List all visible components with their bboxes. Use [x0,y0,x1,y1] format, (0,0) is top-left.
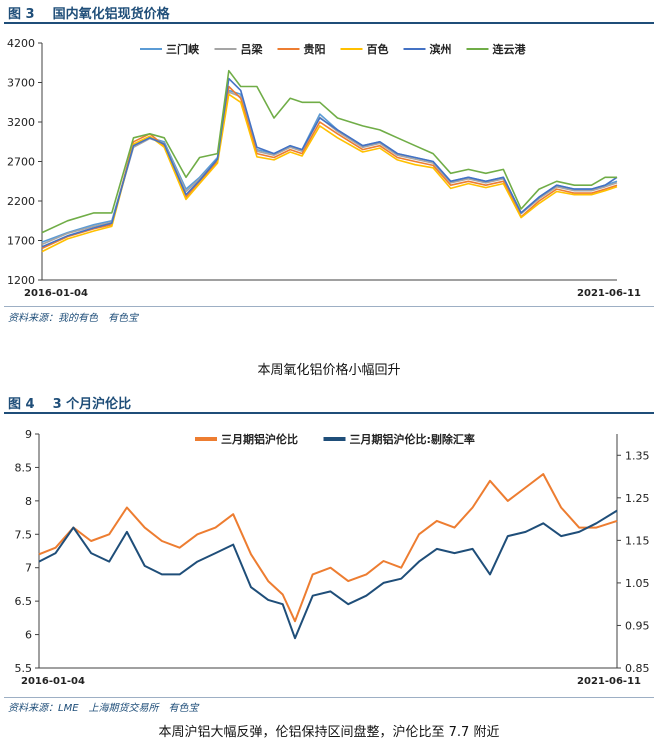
y-tick-label: 5.5 [15,662,33,675]
figure-4-caption: 本周沪铝大幅反弹，伦铝保持区间盘整，沪伦比至 7.7 附近 [158,725,500,740]
figure-4-source-2: 上海期货交易所 [88,703,159,714]
series-8fde4e916e2f-line [41,69,617,234]
figure-4-bottom-rule [4,697,654,698]
legend-label: 三月期铝沪伦比 [221,432,298,446]
series-4e096708671f94dd6caa4f266bd4-line [38,473,618,623]
figure-4-number: 图 4 [8,397,35,412]
y2-tick-label: 1.25 [625,492,650,505]
shfe-lme-ratio-chart: 5.5 6 6.5 7 7.5 8 8.5 9 0.85 0.95 1.05 1.15 1.25 1.35… [15,428,650,687]
y-tick-label: 4200 [7,37,35,50]
y-tick-label: 2200 [7,195,35,208]
y2-tick-label: 0.95 [625,619,650,632]
x-tick-label-end: 2021-06-11 [577,288,641,299]
series-8d359633-line [41,85,618,250]
legend-label: 百色 [367,42,389,56]
figure-3-bottom-rule [4,306,654,307]
legend-label: 滨州 [430,42,452,56]
figure-3-title: 图 3 国内氧化铝现货价格 [8,3,170,22]
figure-3-number: 图 3 [8,7,35,22]
legend: 三门峡 吕梁 贵阳 百色 滨州 连云港 [140,42,526,56]
figure-3-source: 资料来源：我的有色 有色宝 [8,309,148,324]
legend-label: 吕梁 [241,42,264,56]
x-tick-label-end: 2021-06-11 [577,676,641,687]
figure-4-title: 图 4 3 个月沪伦比 [8,393,131,412]
figure-3-source-2: 有色宝 [108,313,138,324]
y2-tick-label: 1.05 [625,577,650,590]
y2-tick-label: 1.15 [625,534,650,547]
y2-tick-label: 0.85 [625,662,650,675]
y-tick-label: 3200 [7,116,35,129]
series-54156881-line [41,91,618,246]
figure-3-top-rule [4,22,654,24]
series-4e096708671f94dd6caa4f266bd43a525496646c477387-line [38,509,618,640]
figure-4-top-rule [4,412,654,414]
y-tick-label: 7.5 [15,528,33,541]
legend-label: 连云港 [493,42,527,56]
x-tick-label-start: 2016-01-04 [24,288,88,299]
y-tick-label: 9 [25,428,32,441]
x-tick-label-start: 2016-01-04 [21,676,85,687]
figure-3-source-1: 资料来源：我的有色 [8,313,98,324]
series-767e8272-line [41,93,618,253]
y-tick-label: 6.5 [15,595,33,608]
figure-3-caption: 本周氧化铝价格小幅回升 [257,363,401,378]
y-tick-label: 1700 [7,235,35,248]
figure-4-source-3: 有色宝 [168,703,199,714]
y2-tick-label: 1.35 [625,449,650,462]
y-tick-label: 7 [25,562,32,575]
figure-4-source-1: 资料来源：LME [8,703,79,714]
series-6ee85dde-line [41,77,618,248]
y-tick-label: 2700 [7,156,35,169]
legend: 三月期铝沪伦比 三月期铝沪伦比:剔除汇率 [195,432,475,446]
legend-label: 贵阳 [304,42,326,56]
y-tick-label: 8.5 [15,461,33,474]
figure-4-source: 资料来源：LME 上海期货交易所 有色宝 [8,699,209,714]
figure-3-title-text: 国内氧化铝现货价格 [52,7,170,22]
figure-4-title-text: 3 个月沪伦比 [52,397,132,412]
legend-label: 三门峡 [166,42,200,56]
y-tick-label: 3700 [7,77,35,90]
alumina-price-chart: 1200 1700 2200 2700 3200 3700 4200 2016-01-04 20… [7,37,641,299]
y-tick-label: 1200 [7,274,35,287]
y-tick-label: 6 [25,629,32,642]
legend-label: 三月期铝沪伦比:剔除汇率 [350,432,475,446]
y-tick-label: 8 [25,495,32,508]
